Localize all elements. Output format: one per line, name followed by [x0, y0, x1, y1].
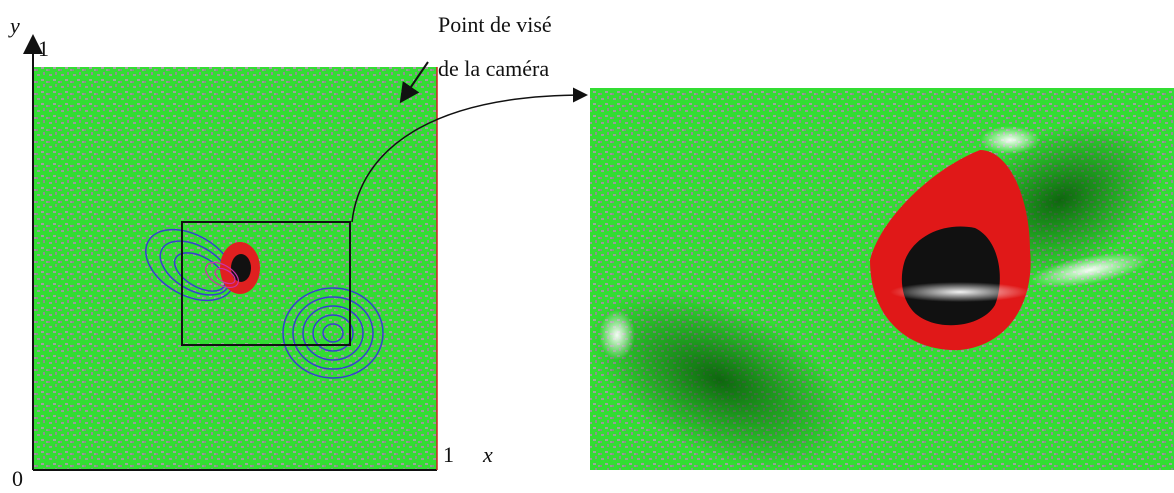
- contours: [145, 228, 384, 379]
- camera-arrow: [399, 61, 429, 104]
- annotation-line: de la caméra: [438, 56, 549, 81]
- annotation-line: Point de visé: [438, 12, 552, 37]
- origin: 0: [12, 466, 23, 491]
- x-label: x: [482, 442, 493, 467]
- view-box: [181, 221, 351, 346]
- y-label: y: [8, 13, 20, 38]
- zoom-view: [589, 88, 1174, 471]
- zoom-arrow: [351, 87, 588, 223]
- y-max: 1: [38, 36, 49, 61]
- x-max: 1: [443, 442, 454, 467]
- peak-contours: [205, 261, 239, 289]
- peak-core: [231, 254, 251, 282]
- left-map: [23, 34, 438, 471]
